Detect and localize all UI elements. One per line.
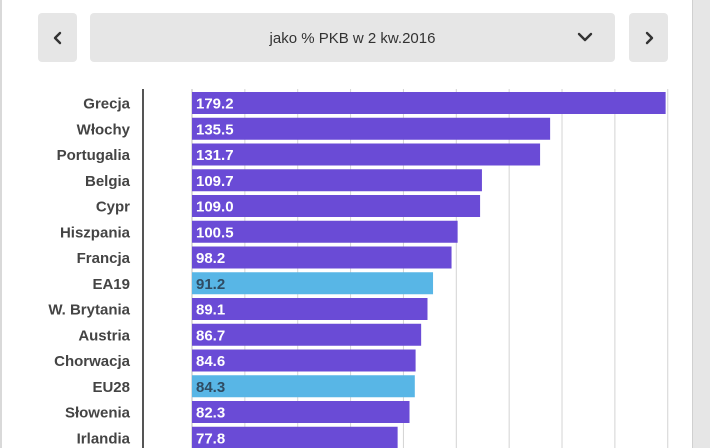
bar-s-owenia bbox=[192, 401, 410, 423]
bar-belgia bbox=[192, 169, 482, 192]
category-label: Austria bbox=[78, 327, 130, 344]
metric-dropdown[interactable]: jako % PKB w 2 kw.2016 bbox=[90, 13, 615, 62]
bar-eu28 bbox=[192, 375, 415, 398]
left-border bbox=[0, 0, 2, 448]
bar-austria bbox=[192, 323, 422, 346]
bar-grecja bbox=[192, 92, 666, 114]
category-label: EA19 bbox=[92, 276, 130, 293]
value-label: 86.7 bbox=[196, 327, 225, 344]
category-label: Chorwacja bbox=[54, 353, 131, 370]
value-label: 89.1 bbox=[196, 302, 225, 319]
category-label: Grecja bbox=[83, 96, 130, 113]
category-label: W. Brytania bbox=[48, 302, 130, 319]
value-label: 100.5 bbox=[196, 224, 234, 241]
category-label: EU28 bbox=[92, 379, 130, 396]
value-label: 179.2 bbox=[196, 96, 234, 113]
value-label: 77.8 bbox=[196, 430, 225, 447]
value-label: 82.3 bbox=[196, 405, 225, 422]
value-label: 131.7 bbox=[196, 147, 234, 164]
bar-cypr bbox=[192, 195, 481, 217]
bar-w-brytania bbox=[192, 298, 428, 320]
value-label: 109.0 bbox=[196, 199, 234, 216]
bar-w-ochy bbox=[192, 117, 551, 140]
value-label: 109.7 bbox=[196, 173, 234, 190]
category-label: Słowenia bbox=[65, 405, 131, 422]
previous-button[interactable] bbox=[38, 13, 77, 62]
value-label: 84.3 bbox=[196, 379, 225, 396]
value-label: 135.5 bbox=[196, 121, 234, 138]
category-label: Irlandia bbox=[77, 430, 131, 447]
value-label: 91.2 bbox=[196, 276, 225, 293]
bar-irlandia bbox=[192, 426, 398, 448]
category-label: Belgia bbox=[85, 173, 131, 190]
scrollbar[interactable] bbox=[692, 0, 710, 448]
bar-chorwacja bbox=[192, 349, 416, 372]
category-label: Francja bbox=[77, 250, 131, 267]
category-label: Włochy bbox=[77, 121, 131, 138]
bar-chart: Grecja 179.2 Włochy 135.5 Portugalia 131.7 Bel… bbox=[48, 89, 669, 448]
chevron-left-icon bbox=[53, 31, 61, 44]
bar-francja bbox=[192, 246, 452, 269]
metric-dropdown-label: jako % PKB w 2 kw.2016 bbox=[269, 30, 436, 47]
bar-hiszpania bbox=[192, 220, 458, 243]
category-label: Hiszpania bbox=[60, 224, 131, 241]
chevron-right-icon bbox=[645, 31, 653, 44]
category-label: Cypr bbox=[96, 199, 130, 216]
value-label: 84.6 bbox=[196, 353, 225, 370]
category-label: Portugalia bbox=[57, 147, 131, 164]
bar-portugalia bbox=[192, 143, 541, 166]
value-label: 98.2 bbox=[196, 250, 225, 267]
next-button[interactable] bbox=[629, 13, 668, 62]
bar-ea19 bbox=[192, 272, 434, 295]
chevron-down-icon bbox=[577, 32, 593, 42]
